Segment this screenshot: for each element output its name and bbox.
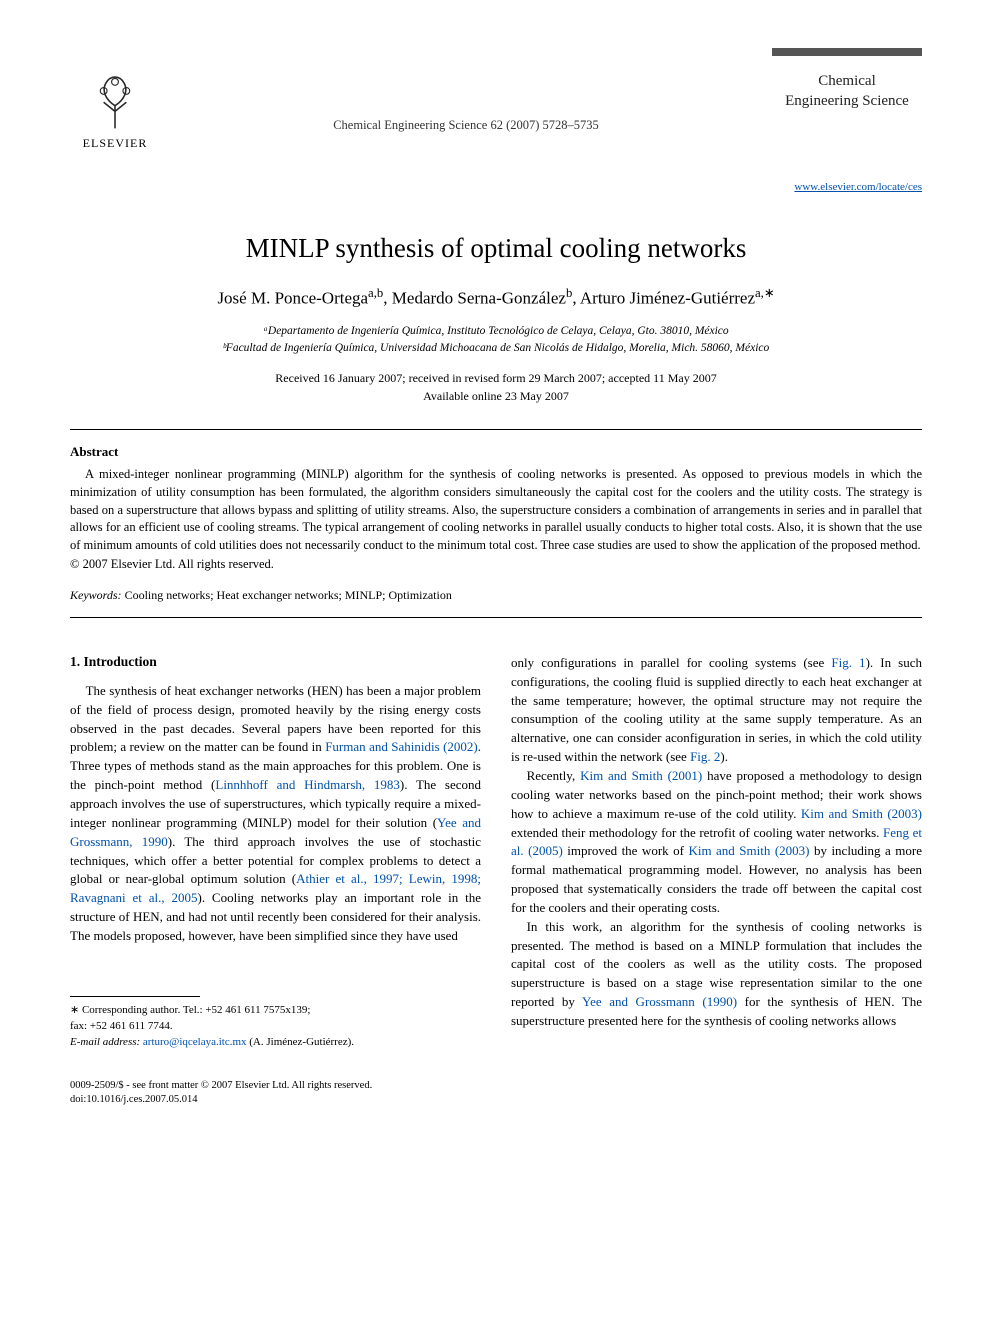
journal-name: Chemical Engineering Science <box>772 72 922 111</box>
header-row: ELSEVIER Chemical Engineering Science 62… <box>70 48 922 151</box>
citation-line: Chemical Engineering Science 62 (2007) 5… <box>160 118 772 133</box>
text: ). In such configurations, the cooling f… <box>511 655 922 764</box>
keywords-list: Cooling networks; Heat exchanger network… <box>125 588 452 602</box>
text: improved the work of <box>563 843 689 858</box>
column-left: 1. Introduction The synthesis of heat ex… <box>70 654 481 1051</box>
email-label: E-mail address: <box>70 1036 140 1048</box>
fax-line: fax: +52 461 611 7744. <box>70 1019 481 1035</box>
text: extended their methodology for the retro… <box>511 825 883 840</box>
abstract-section: Abstract A mixed-integer nonlinear progr… <box>70 430 922 617</box>
affiliation-a: ᵃDepartamento de Ingeniería Química, Ins… <box>70 323 922 340</box>
affiliations: ᵃDepartamento de Ingeniería Química, Ins… <box>70 323 922 358</box>
abstract-heading: Abstract <box>70 444 922 460</box>
section-1-heading: 1. Introduction <box>70 654 481 670</box>
footnote-separator <box>70 996 200 997</box>
abstract-text: A mixed-integer nonlinear programming (M… <box>70 466 922 555</box>
intro-paragraph-1: The synthesis of heat exchanger networks… <box>70 682 481 946</box>
journal-box: Chemical Engineering Science <box>772 48 922 111</box>
abstract-copyright: © 2007 Elsevier Ltd. All rights reserved… <box>70 557 922 572</box>
figure-link[interactable]: Fig. 2 <box>690 749 720 764</box>
intro-continued: only configurations in parallel for cool… <box>511 654 922 1031</box>
keywords-label: Keywords: <box>70 588 122 602</box>
journal-url-link[interactable]: www.elsevier.com/locate/ces <box>70 181 922 193</box>
dates-online: Available online 23 May 2007 <box>70 387 922 405</box>
authors: José M. Ponce-Ortegaa,b, Medardo Serna-G… <box>70 286 922 309</box>
email-address-link[interactable]: arturo@iqcelaya.itc.mx <box>143 1036 247 1048</box>
article-title: MINLP synthesis of optimal cooling netwo… <box>70 233 922 264</box>
column-right: only configurations in parallel for cool… <box>511 654 922 1051</box>
dates-received: Received 16 January 2007; received in re… <box>70 369 922 387</box>
text: only configurations in parallel for cool… <box>511 655 831 670</box>
text: ). <box>720 749 728 764</box>
rule-bottom <box>70 617 922 618</box>
journal-name-line1: Chemical <box>818 73 875 89</box>
citation-link[interactable]: Kim and Smith (2003) <box>688 843 809 858</box>
citation-link[interactable]: Kim and Smith (2001) <box>580 768 702 783</box>
text: Recently, <box>527 768 580 783</box>
email-person: (A. Jiménez-Gutiérrez). <box>249 1036 354 1048</box>
article-dates: Received 16 January 2007; received in re… <box>70 369 922 405</box>
journal-url: www.elsevier.com/locate/ces <box>794 181 922 193</box>
footnotes: ∗ Corresponding author. Tel.: +52 461 61… <box>70 1003 481 1051</box>
journal-bar <box>772 48 922 56</box>
journal-name-line2: Engineering Science <box>785 93 909 109</box>
corresponding-author: ∗ Corresponding author. Tel.: +52 461 61… <box>70 1003 481 1019</box>
citation-link[interactable]: Linnhhoff and Hindmarsh, 1983 <box>215 777 400 792</box>
citation-link[interactable]: Furman and Sahinidis (2002) <box>325 739 478 754</box>
email-line: E-mail address: arturo@iqcelaya.itc.mx (… <box>70 1035 481 1051</box>
elsevier-tree-icon <box>81 66 149 134</box>
figure-link[interactable]: Fig. 1 <box>831 655 865 670</box>
affiliation-b: ᵇFacultad de Ingeniería Química, Univers… <box>70 340 922 357</box>
citation-link[interactable]: Kim and Smith (2003) <box>801 806 922 821</box>
keywords: Keywords: Cooling networks; Heat exchang… <box>70 588 922 603</box>
footer: 0009-2509/$ - see front matter © 2007 El… <box>70 1079 922 1108</box>
publisher-name: ELSEVIER <box>83 136 148 151</box>
doi-line: doi:10.1016/j.ces.2007.05.014 <box>70 1093 922 1108</box>
body-columns: 1. Introduction The synthesis of heat ex… <box>70 654 922 1051</box>
citation-link[interactable]: Yee and Grossmann (1990) <box>582 994 737 1009</box>
publisher-logo-block: ELSEVIER <box>70 66 160 151</box>
issn-line: 0009-2509/$ - see front matter © 2007 El… <box>70 1079 922 1094</box>
